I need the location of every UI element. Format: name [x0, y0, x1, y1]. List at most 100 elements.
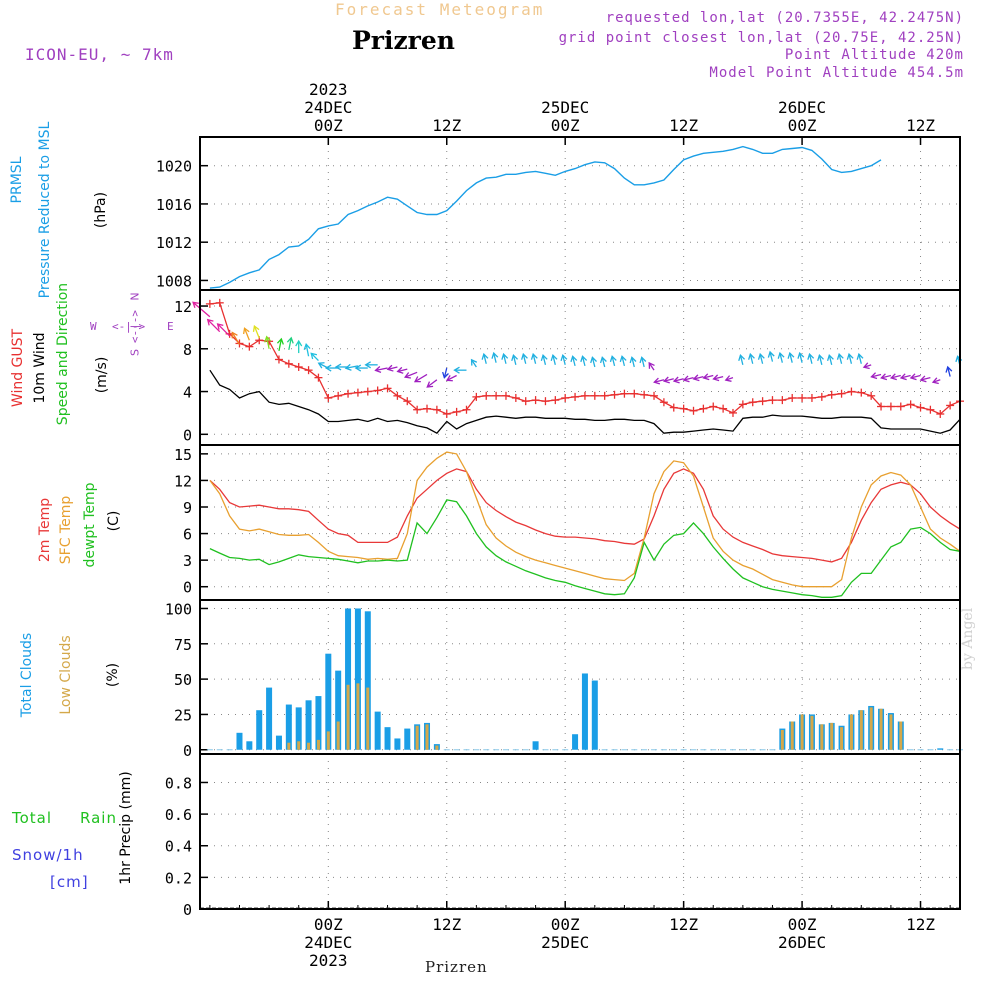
wind-ytick-label: 4 — [183, 384, 192, 402]
wind-arrow-head — [396, 366, 404, 374]
wind-arrow — [900, 374, 911, 379]
wind-arrow — [648, 362, 655, 371]
total-cloud-bar — [285, 704, 292, 750]
wind-arrow — [542, 355, 547, 365]
wind-arrow-head — [870, 372, 878, 380]
wind-arrow — [591, 357, 596, 368]
total-cloud-bar — [275, 735, 282, 750]
low-cloud-bar — [326, 731, 330, 750]
wind-arrow-head — [216, 323, 224, 330]
wind-arrow-head — [931, 377, 939, 385]
wind-arrow-head — [264, 335, 272, 343]
top-axis-label: 12Z — [669, 116, 698, 135]
total-cloud-bar — [591, 680, 598, 750]
bottom-axis-label: 12Z — [669, 915, 698, 934]
wind-arrow-head — [889, 373, 897, 381]
low-cloud-bar — [889, 714, 893, 750]
wind-arrow-head — [242, 327, 250, 335]
wind-arrow — [673, 378, 684, 382]
wind-arrow — [749, 354, 754, 364]
wind-arrow — [881, 374, 892, 379]
total-cloud-bar — [335, 670, 342, 750]
wind-arrow — [848, 354, 853, 364]
precip-cm-label: [cm] — [50, 873, 89, 891]
cloud-ytick-label: 75 — [174, 636, 192, 654]
precip-snow-label: Snow/1h — [12, 846, 84, 864]
wind-arrow-head — [295, 339, 303, 347]
bottom-axis-label: 2023 — [309, 951, 348, 970]
wind-arrow — [611, 356, 616, 367]
pressure-ytick-label: 1008 — [156, 272, 192, 290]
low-cloud-bar — [356, 683, 360, 750]
wind-arrow — [278, 338, 282, 352]
wind-arrow-head — [334, 363, 342, 371]
wind-arrow-head — [540, 354, 548, 361]
low-cloud-bar — [790, 721, 794, 750]
wind-arrow — [532, 354, 537, 364]
low-cloud-bar — [346, 684, 350, 750]
wind-arrow-head — [672, 376, 680, 384]
top-axis-label: 12Z — [906, 116, 935, 135]
total-cloud-bar — [581, 673, 588, 750]
wind-arrow-head — [846, 352, 854, 360]
wind-arrow — [725, 377, 734, 381]
wind-arrow — [404, 371, 418, 378]
wind-ytick-label: 8 — [183, 341, 192, 359]
wind-arrow-head — [599, 356, 607, 364]
wind-arrow — [891, 374, 901, 379]
low-cloud-bar — [336, 721, 340, 750]
low-cloud-bar — [840, 727, 844, 750]
wind-arrow-head — [712, 374, 720, 382]
wind-arrow — [522, 354, 527, 364]
footer-city: Prizren — [425, 958, 488, 976]
low-cloud-bar — [859, 710, 863, 750]
wind-arrow — [863, 364, 872, 368]
wind-arrow — [345, 365, 359, 369]
total-cloud-bar — [325, 653, 332, 750]
wind-arrow — [910, 374, 921, 379]
low-cloud-bar — [899, 721, 903, 750]
wind-arrow-head — [639, 356, 647, 364]
bottom-axis-label: 12Z — [432, 915, 461, 934]
wind-arrow-head — [426, 381, 434, 388]
wind-arrow — [641, 357, 645, 368]
wind-arrow-head — [899, 373, 907, 381]
wind-arrow — [217, 323, 231, 337]
wind-arrow-head — [231, 331, 238, 339]
wind-arrow — [231, 332, 241, 345]
wind-arrow — [426, 379, 438, 388]
wind-arrow-head — [374, 366, 382, 374]
low-cloud-bar — [297, 741, 301, 750]
compass-e: E — [167, 320, 174, 333]
bottom-axis-label: 00Z — [314, 915, 343, 934]
wind-arrow — [446, 374, 457, 381]
compass-w: W — [90, 320, 97, 333]
low-cloud-bar — [879, 708, 883, 750]
wind-arrow — [253, 325, 260, 339]
wind-arrow-head — [286, 336, 294, 344]
city-title: Prizren — [352, 26, 455, 55]
wind-arrow — [483, 354, 487, 364]
wind-arrow-head — [648, 361, 655, 369]
wind-arrow-head — [787, 351, 795, 359]
total-cloud-bar — [315, 696, 322, 750]
wind-arrow — [243, 327, 250, 341]
low-cloud-bar — [849, 714, 853, 750]
wind-arrow-head — [856, 352, 864, 360]
wind-arrow — [920, 377, 931, 381]
total-cloud-bar — [937, 748, 944, 750]
low-cloud-bar — [810, 715, 814, 750]
wind-arrow — [631, 357, 635, 368]
wind-arrow-head — [692, 374, 700, 382]
wind-arrow — [664, 378, 674, 382]
precip-ytick-label: 0.6 — [165, 806, 192, 824]
wind-arrow — [818, 355, 823, 365]
pressure-ytick-label: 1016 — [156, 196, 192, 214]
bottom-axis-label: 26DEC — [778, 933, 826, 952]
model-altitude: Model Point Altitude 454.5m — [709, 65, 964, 81]
wind-arrow — [858, 354, 862, 364]
total-cloud-bar — [384, 727, 391, 750]
wind-arrow-head — [919, 375, 927, 383]
total-cloud-bar — [266, 687, 273, 750]
bottom-axis-label: 25DEC — [541, 933, 589, 952]
